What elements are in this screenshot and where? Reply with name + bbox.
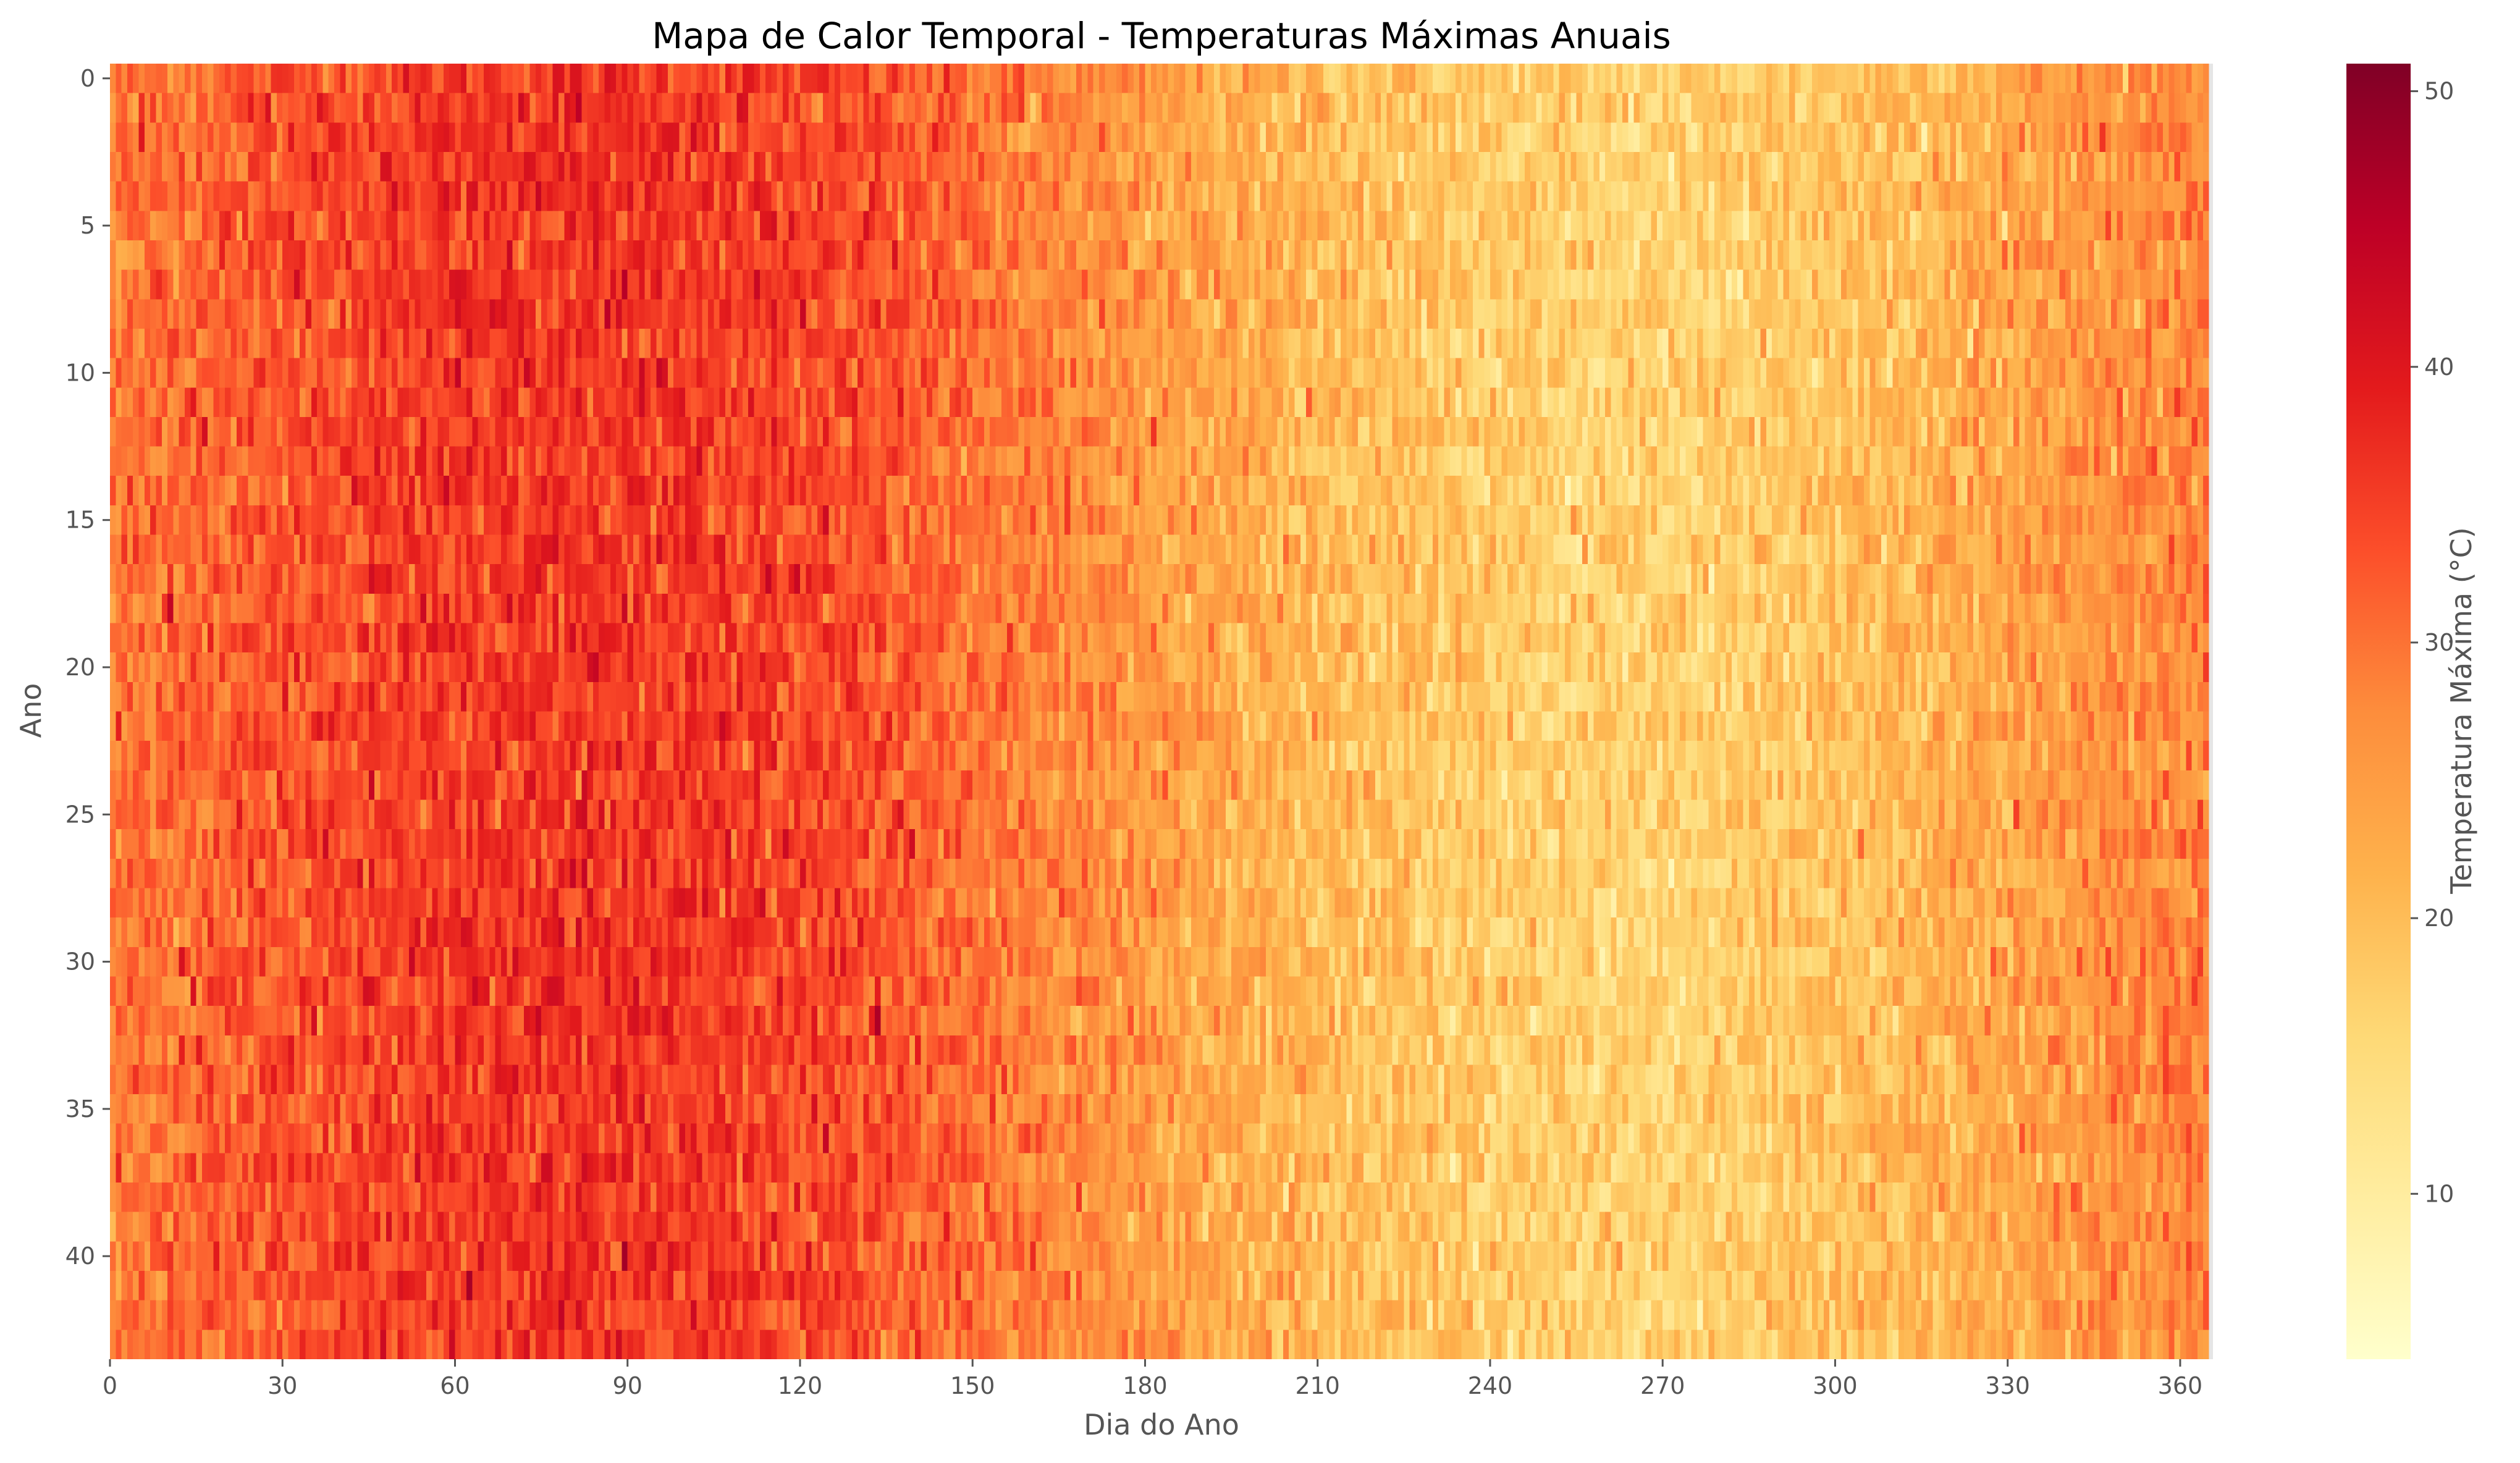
plot-area: [110, 64, 2213, 1359]
x-axis-label: Dia do Ano: [1084, 1408, 1239, 1441]
y-tick-label: 15: [65, 507, 95, 534]
x-tick-label: 360: [2158, 1372, 2203, 1399]
colorbar-label: Temperatura Máxima (°C): [2445, 527, 2478, 894]
y-tick-label: 10: [65, 359, 95, 386]
y-tick-label: 5: [80, 212, 95, 239]
y-tick-label: 20: [65, 654, 95, 681]
chart-title: Mapa de Calor Temporal - Temperaturas Má…: [652, 15, 1671, 57]
x-tick-label: 30: [268, 1372, 297, 1399]
y-tick-label: 35: [65, 1095, 95, 1123]
x-tick-label: 90: [613, 1372, 643, 1399]
x-tick-label: 60: [440, 1372, 470, 1399]
y-tick-label: 30: [65, 948, 95, 976]
x-tick-label: 0: [103, 1372, 117, 1399]
colorbar-tick-label: 40: [2424, 353, 2454, 381]
x-axis-ticks: 0 30 60 90 120 150 180 210 240 270 300 330 360: [103, 1359, 2202, 1399]
colorbar-tick-label: 20: [2424, 904, 2454, 932]
x-tick-label: 300: [1813, 1372, 1858, 1399]
y-axis-label: Ano: [14, 683, 48, 738]
colorbar-gradient: [2346, 64, 2411, 1359]
x-tick-label: 120: [778, 1372, 823, 1399]
colorbar-tick-label: 50: [2424, 78, 2454, 105]
y-tick-label: 40: [65, 1242, 95, 1270]
x-tick-label: 210: [1295, 1372, 1340, 1399]
colorbar-ticks: 10 20 30 40 50: [2411, 78, 2454, 1207]
x-tick-label: 330: [1985, 1372, 2030, 1399]
x-tick-label: 270: [1640, 1372, 1685, 1399]
y-tick-label: 25: [65, 801, 95, 828]
heatmap-cells: [110, 64, 2209, 1359]
x-tick-label: 240: [1468, 1372, 1513, 1399]
colorbar: 10 20 30 40 50 Temperatura Máxima (°C): [2346, 64, 2478, 1359]
colorbar-tick-label: 30: [2424, 629, 2454, 656]
x-tick-label: 150: [950, 1372, 995, 1399]
colorbar-tick-label: 10: [2424, 1180, 2454, 1207]
x-tick-label: 180: [1123, 1372, 1168, 1399]
y-tick-label: 0: [80, 65, 95, 92]
y-axis-ticks: 0 5 10 15 20 25 30 35 40: [65, 65, 110, 1270]
